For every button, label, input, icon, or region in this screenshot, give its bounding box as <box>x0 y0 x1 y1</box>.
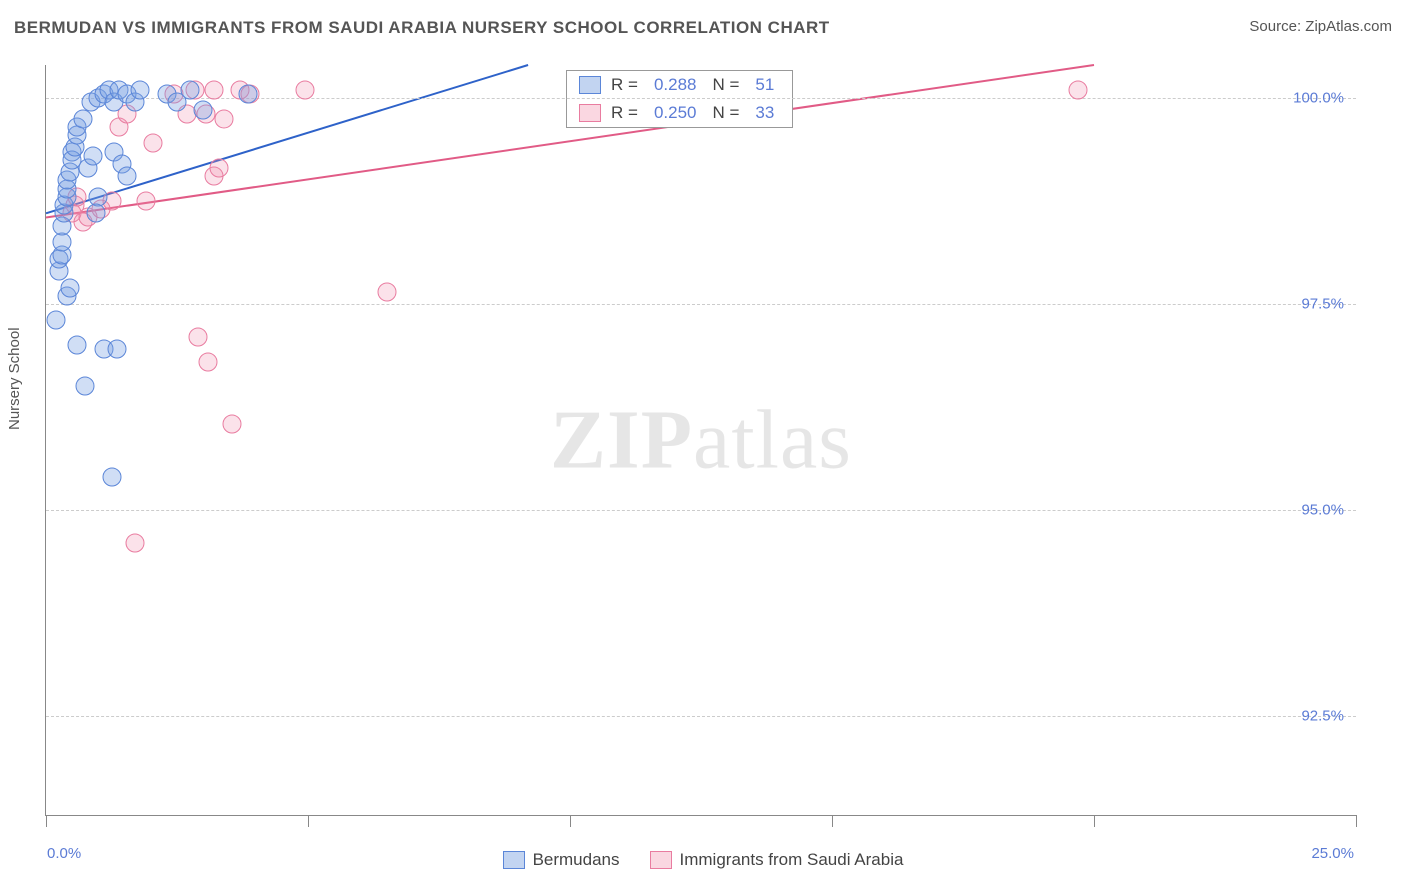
x-tick <box>46 815 47 827</box>
legend-label-b: Immigrants from Saudi Arabia <box>680 850 904 870</box>
stats-row-b: R = 0.250 N = 33 <box>567 99 792 127</box>
data-point <box>296 80 315 99</box>
r-value-a: 0.288 <box>654 75 697 95</box>
data-point <box>209 159 228 178</box>
n-label-a: N = <box>712 75 739 95</box>
data-point <box>107 340 126 359</box>
data-point <box>194 101 213 120</box>
source-credit: Source: ZipAtlas.com <box>1249 18 1392 35</box>
data-point <box>238 84 257 103</box>
swatch-a-icon <box>579 76 601 94</box>
data-point <box>47 311 66 330</box>
chart-svg <box>46 65 1356 815</box>
data-point <box>84 146 103 165</box>
x-tick <box>832 815 833 827</box>
data-point <box>68 336 87 355</box>
data-point <box>223 414 242 433</box>
data-point <box>188 327 207 346</box>
data-point <box>144 134 163 153</box>
data-point <box>73 109 92 128</box>
source-prefix: Source: <box>1249 18 1305 35</box>
r-label-a: R = <box>611 75 638 95</box>
stats-legend: R = 0.288 N = 51 R = 0.250 N = 33 <box>566 70 793 128</box>
stats-row-a: R = 0.288 N = 51 <box>567 71 792 99</box>
data-point <box>60 278 79 297</box>
legend-item-a: Bermudans <box>503 850 620 870</box>
data-point <box>215 109 234 128</box>
y-tick-label: 92.5% <box>1301 708 1344 725</box>
n-value-a: 51 <box>755 75 774 95</box>
legend-label-a: Bermudans <box>533 850 620 870</box>
y-axis-label: Nursery School <box>6 327 23 430</box>
x-tick <box>570 815 571 827</box>
data-point <box>199 352 218 371</box>
chart-plot-area: ZIPatlas R = 0.288 N = 51 R = 0.250 N = … <box>45 65 1356 816</box>
r-value-b: 0.250 <box>654 103 697 123</box>
n-value-b: 33 <box>755 103 774 123</box>
x-tick <box>1094 815 1095 827</box>
page-title: BERMUDAN VS IMMIGRANTS FROM SAUDI ARABIA… <box>14 18 830 38</box>
n-label-b: N = <box>712 103 739 123</box>
legend-swatch-b-icon <box>650 851 672 869</box>
legend-item-b: Immigrants from Saudi Arabia <box>650 850 904 870</box>
gridline <box>46 510 1356 511</box>
data-point <box>118 167 137 186</box>
data-point <box>52 233 71 252</box>
data-point <box>136 191 155 210</box>
gridline <box>46 304 1356 305</box>
x-tick <box>308 815 309 827</box>
swatch-b-icon <box>579 104 601 122</box>
data-point <box>181 80 200 99</box>
r-label-b: R = <box>611 103 638 123</box>
data-point <box>377 282 396 301</box>
gridline <box>46 716 1356 717</box>
data-point <box>76 377 95 396</box>
data-point <box>86 204 105 223</box>
x-tick <box>1356 815 1357 827</box>
data-point <box>126 534 145 553</box>
legend-swatch-a-icon <box>503 851 525 869</box>
source-link[interactable]: ZipAtlas.com <box>1305 18 1392 35</box>
data-point <box>102 468 121 487</box>
y-tick-label: 97.5% <box>1301 296 1344 313</box>
y-tick-label: 100.0% <box>1293 89 1344 106</box>
y-tick-label: 95.0% <box>1301 502 1344 519</box>
data-point <box>204 80 223 99</box>
data-point <box>1069 80 1088 99</box>
bottom-legend: Bermudans Immigrants from Saudi Arabia <box>0 850 1406 870</box>
data-point <box>131 80 150 99</box>
